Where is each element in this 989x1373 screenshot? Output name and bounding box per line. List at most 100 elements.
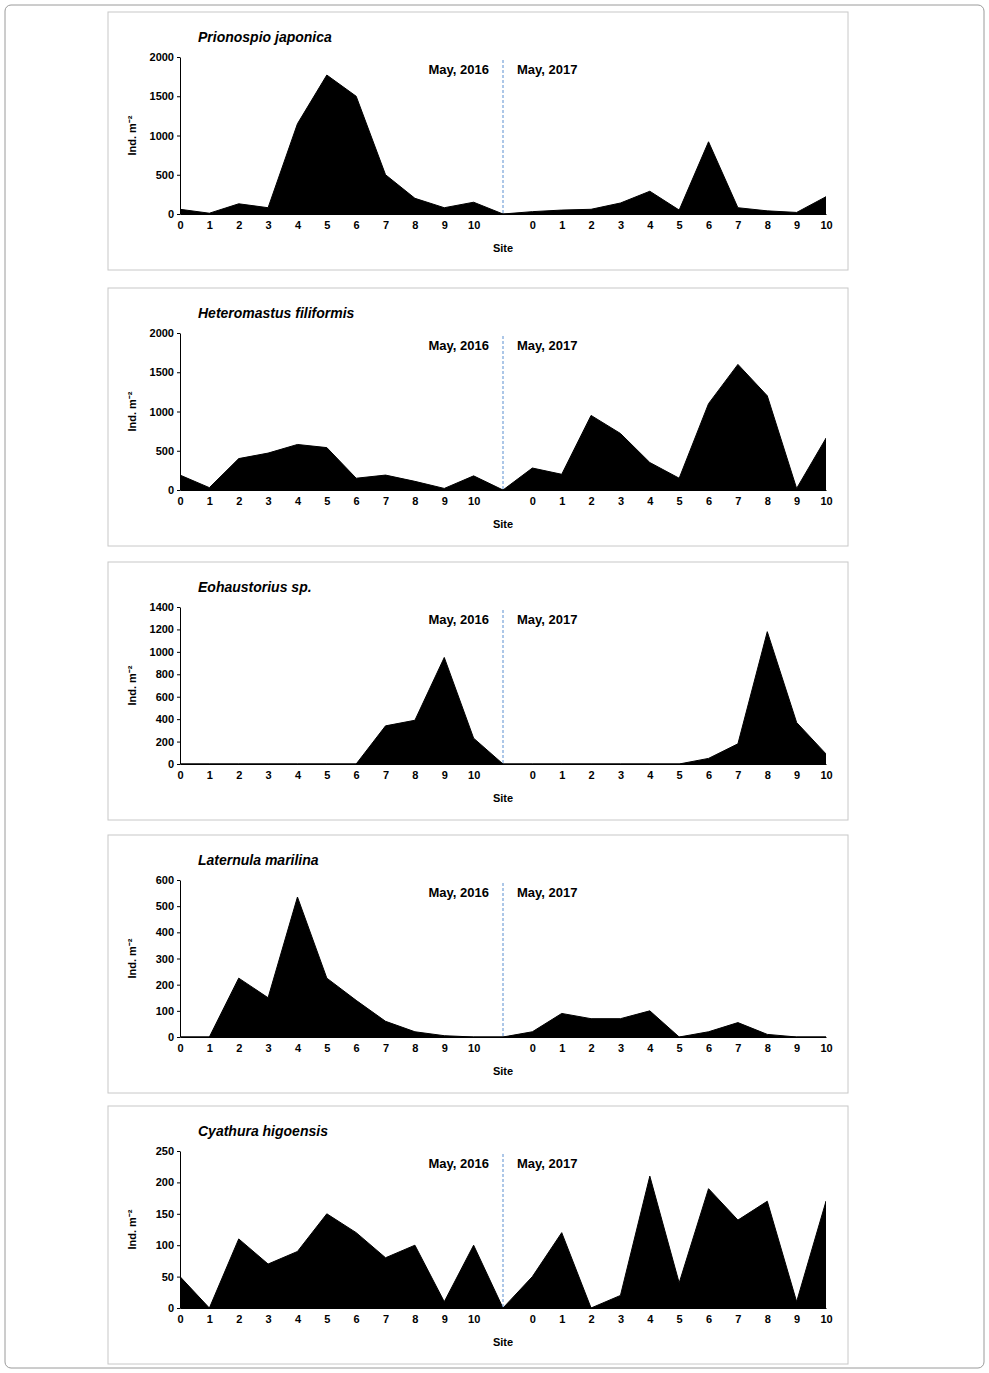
y-tick: 500 xyxy=(156,169,180,181)
x-tick: 4 xyxy=(647,1037,654,1054)
x-tick-label: 10 xyxy=(820,769,832,781)
period-divider xyxy=(503,1154,504,1308)
x-tick: 5 xyxy=(677,1308,683,1325)
chart-title: Cyathura higoensis xyxy=(198,1123,328,1139)
x-tick: 1 xyxy=(559,1037,565,1054)
y-tick-label: 200 xyxy=(156,1176,174,1188)
period-label: May, 2017 xyxy=(517,612,577,627)
x-tick-label: 9 xyxy=(794,495,800,507)
x-tick-label: 2 xyxy=(236,769,242,781)
y-tick-mark xyxy=(177,451,180,452)
x-tick-label: 9 xyxy=(794,1313,800,1325)
x-tick: 1 xyxy=(559,214,565,231)
y-tick-label: 500 xyxy=(156,900,174,912)
y-tick: 1200 xyxy=(150,623,180,635)
y-tick-label: 400 xyxy=(156,926,174,938)
x-tick: 1 xyxy=(559,490,565,507)
x-tick: 6 xyxy=(354,214,360,231)
x-tick: 5 xyxy=(324,214,330,231)
x-tick-label: 2 xyxy=(589,219,595,231)
y-tick-label: 100 xyxy=(156,1239,174,1251)
y-tick-label: 0 xyxy=(168,1302,174,1314)
x-tick-label: 0 xyxy=(177,769,183,781)
x-axis-line xyxy=(181,1308,827,1309)
x-tick-label: 3 xyxy=(266,1042,272,1054)
x-tick-label: 4 xyxy=(647,1313,654,1325)
x-tick-label: 7 xyxy=(383,769,389,781)
x-tick: 3 xyxy=(618,1308,624,1325)
x-tick-label: 2 xyxy=(589,1042,595,1054)
x-tick-label: 4 xyxy=(295,1313,302,1325)
x-tick: 7 xyxy=(383,214,389,231)
y-tick-mark xyxy=(177,1214,180,1215)
chart-panel: 0100200300400500600012345678910012345678… xyxy=(108,835,848,1093)
chart-panel: 050100150200250012345678910012345678910C… xyxy=(108,1106,848,1364)
x-tick-label: 5 xyxy=(677,1313,683,1325)
y-axis: 0500100015002000 xyxy=(150,327,181,496)
x-tick-label: 0 xyxy=(530,1313,536,1325)
x-tick: 9 xyxy=(794,490,800,507)
y-tick-label: 800 xyxy=(156,668,174,680)
y-tick-mark xyxy=(177,136,180,137)
y-tick-label: 1200 xyxy=(150,623,174,635)
x-tick: 2 xyxy=(236,1037,242,1054)
x-tick: 1 xyxy=(207,214,213,231)
x-axis-title: Site xyxy=(493,1336,513,1348)
x-tick-label: 5 xyxy=(324,769,330,781)
x-tick: 9 xyxy=(794,1037,800,1054)
x-tick: 4 xyxy=(295,214,302,231)
y-tick-mark xyxy=(177,652,180,653)
y-tick-label: 300 xyxy=(156,953,174,965)
x-tick-label: 2 xyxy=(236,1313,242,1325)
y-tick-mark xyxy=(177,1151,180,1152)
y-tick-mark xyxy=(177,490,180,491)
x-tick: 10 xyxy=(468,764,480,781)
x-tick-label: 10 xyxy=(820,1042,832,1054)
x-tick: 8 xyxy=(412,1037,418,1054)
x-tick-label: 3 xyxy=(618,1313,624,1325)
x-tick-label: 0 xyxy=(530,769,536,781)
x-tick: 1 xyxy=(207,490,213,507)
x-tick-label: 8 xyxy=(765,495,771,507)
panel-frame xyxy=(108,12,848,270)
y-tick: 1000 xyxy=(150,406,180,418)
y-tick: 1400 xyxy=(150,601,180,613)
y-tick-label: 50 xyxy=(162,1271,174,1283)
period-label: May, 2017 xyxy=(517,1156,577,1171)
x-tick: 8 xyxy=(412,1308,418,1325)
panel-frame xyxy=(108,562,848,820)
x-tick-label: 5 xyxy=(677,1042,683,1054)
period-divider xyxy=(503,610,504,764)
period-divider xyxy=(503,336,504,490)
figure: 0500100015002000012345678910012345678910… xyxy=(0,0,989,1373)
x-axis-line xyxy=(181,764,827,765)
x-tick-label: 7 xyxy=(383,219,389,231)
x-tick-label: 1 xyxy=(207,769,213,781)
x-tick: 6 xyxy=(706,764,712,781)
x-tick-label: 3 xyxy=(618,219,624,231)
y-tick-mark xyxy=(177,742,180,743)
x-tick: 2 xyxy=(236,1308,242,1325)
y-tick-mark xyxy=(177,932,180,933)
period-label: May, 2017 xyxy=(517,338,577,353)
y-tick-label: 2000 xyxy=(150,51,174,63)
y-axis-line xyxy=(180,334,181,491)
x-tick-label: 3 xyxy=(266,219,272,231)
panel-frame xyxy=(108,288,848,546)
x-tick: 0 xyxy=(530,214,536,231)
x-axis: 012345678910012345678910 xyxy=(177,214,832,231)
x-tick-label: 4 xyxy=(295,495,302,507)
x-tick: 3 xyxy=(266,214,272,231)
y-tick-mark xyxy=(177,1037,180,1038)
x-tick-label: 3 xyxy=(266,495,272,507)
x-tick: 0 xyxy=(530,490,536,507)
y-axis-title: Ind. m⁻² xyxy=(126,391,138,431)
x-tick: 2 xyxy=(589,1308,595,1325)
x-axis: 012345678910012345678910 xyxy=(177,490,832,507)
y-tick-mark xyxy=(177,1011,180,1012)
y-tick-label: 200 xyxy=(156,979,174,991)
x-tick: 6 xyxy=(354,1037,360,1054)
y-tick: 100 xyxy=(156,1239,180,1251)
y-tick-mark xyxy=(177,372,180,373)
x-tick: 9 xyxy=(442,1037,448,1054)
